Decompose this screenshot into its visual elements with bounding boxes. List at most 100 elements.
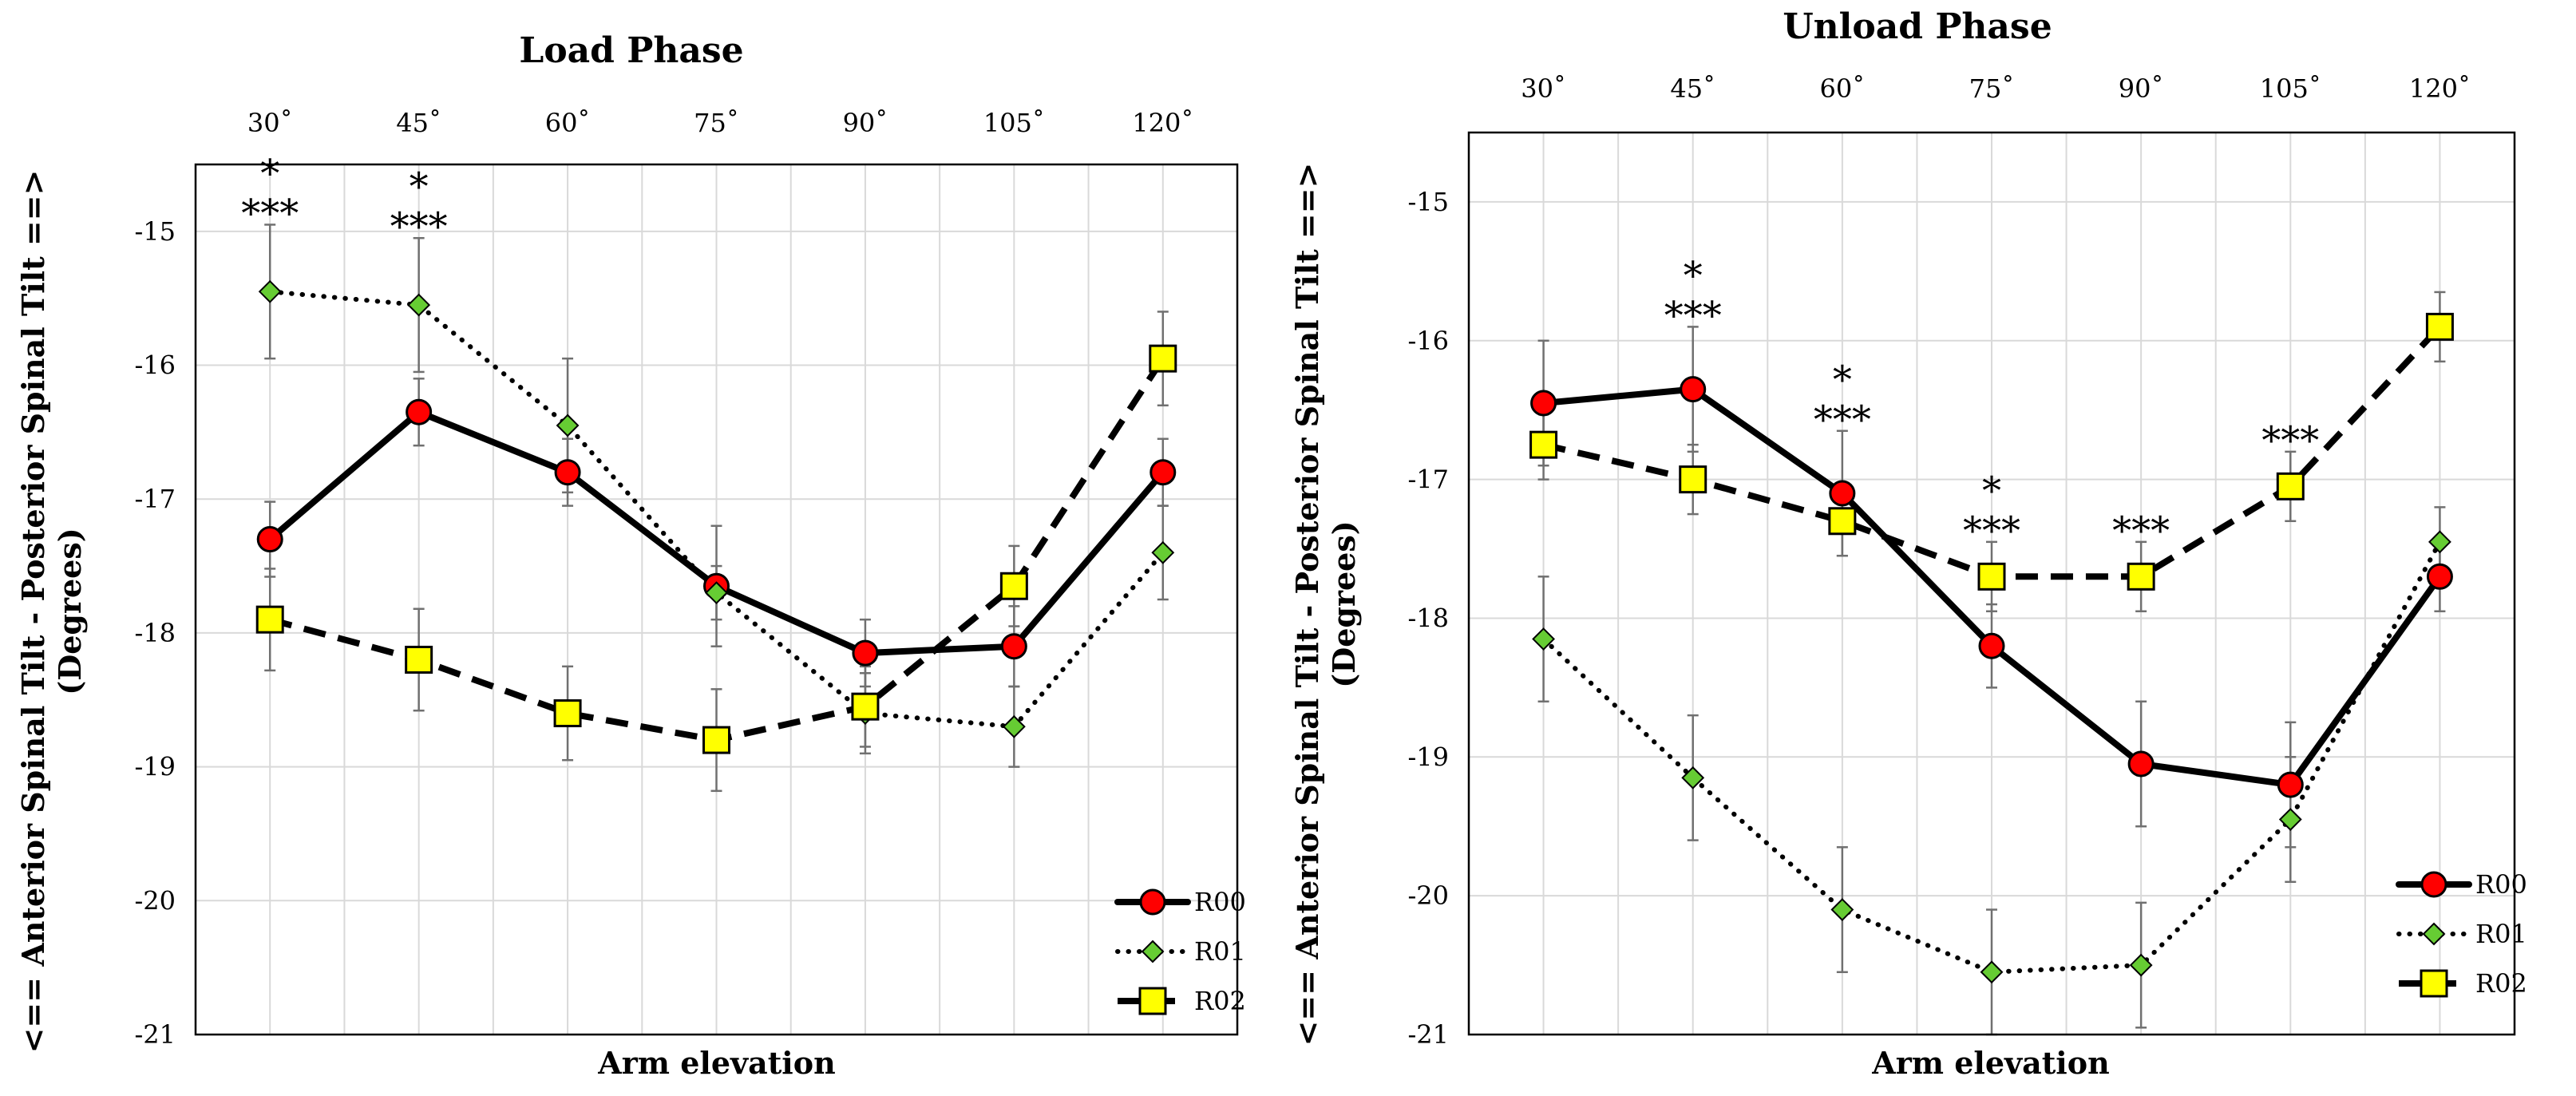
legend-label: R00 [2475, 869, 2527, 900]
significance-marker: * [1982, 469, 2001, 513]
data-point-r01 [1830, 898, 1854, 921]
data-point-r00 [1978, 632, 2005, 659]
x-tick-label: 75˚ [1969, 73, 2015, 104]
legend-label: R02 [2475, 968, 2527, 999]
legend-marker-r02 [1138, 987, 1167, 1015]
y-tick-label: -16 [134, 350, 176, 381]
y-tick-label: -16 [1407, 326, 1449, 356]
legend-label: R01 [2475, 919, 2527, 949]
data-point-r01 [1151, 540, 1175, 564]
data-point-r00 [2426, 563, 2453, 590]
significance-marker: *** [1814, 398, 1871, 442]
axis-ticks: -15 -16 -17 -18 -19 -20 -21 30˚ 45˚ 60˚ 75˚ 90˚ 105˚… [1407, 73, 2470, 1050]
series-markers [1529, 312, 2454, 984]
data-point-r01 [1002, 714, 1026, 738]
y-tick-label: -19 [134, 752, 176, 782]
data-point-r02 [999, 572, 1028, 600]
y-tick-label: -20 [1407, 880, 1449, 911]
chart-title: Load Phase [519, 30, 743, 71]
data-point-r01 [705, 581, 728, 605]
data-point-r01 [2129, 953, 2153, 977]
legend-label: R02 [1194, 986, 1246, 1016]
data-point-r01 [407, 293, 431, 317]
data-point-r02 [1828, 507, 1857, 536]
data-point-r01 [1980, 960, 2004, 984]
y-axis-label-line1: <== Anterior Spinal Tilt - Posterior Spi… [15, 170, 51, 1054]
data-point-r01 [2278, 808, 2302, 831]
chart-title: Unload Phase [1783, 6, 2052, 47]
significance-marker: *** [2261, 418, 2319, 463]
significance-marker: *** [1664, 293, 1722, 338]
y-tick-label: -15 [1407, 187, 1449, 217]
y-axis-label-line2: (Degrees) [52, 528, 88, 694]
data-point-r00 [852, 639, 879, 667]
x-tick-label: 45˚ [1670, 73, 1715, 104]
legend-marker-r00 [1139, 888, 1166, 916]
data-point-r00 [406, 398, 433, 425]
x-axis-label: Arm elevation [597, 1045, 835, 1081]
y-axis-label: <== Anterior Spinal Tilt - Posterior Spi… [1289, 163, 1362, 1047]
x-tick-label: 90˚ [843, 108, 888, 138]
y-tick-label: -18 [134, 618, 176, 648]
y-axis-label: <== Anterior Spinal Tilt - Posterior Spi… [15, 170, 88, 1054]
significance-marker: *** [241, 191, 299, 235]
unload-phase-chart: Unload Phase <== Anterior Spinal Tilt - … [1289, 6, 2527, 1081]
y-axis-label-line1: <== Anterior Spinal Tilt - Posterior Spi… [1289, 163, 1325, 1047]
data-point-r00 [2277, 771, 2304, 798]
x-tick-label: 30˚ [1521, 73, 1566, 104]
y-tick-label: -17 [1407, 465, 1449, 495]
x-tick-label: 60˚ [545, 108, 591, 138]
x-tick-label: 60˚ [1819, 73, 1865, 104]
x-tick-label: 30˚ [247, 108, 293, 138]
significance-annotations: ******** [241, 151, 447, 249]
y-tick-label: -17 [134, 484, 176, 514]
data-point-r00 [1000, 633, 1027, 660]
significance-marker: * [260, 151, 279, 196]
legend-label: R01 [1194, 936, 1246, 967]
data-point-r02 [702, 726, 730, 754]
legend: R00 R01 R02 [1114, 887, 1246, 1016]
x-axis-label: Arm elevation [1871, 1045, 2109, 1081]
axis-ticks: -15 -16 -17 -18 -19 -20 -21 30˚ 45˚ 60˚ 75˚ 90˚ 105˚… [134, 108, 1193, 1050]
data-point-r02 [1149, 344, 1177, 373]
data-point-r00 [1530, 390, 1557, 417]
data-point-r01 [1532, 627, 1555, 651]
plot-frame [1467, 131, 2516, 1036]
y-tick-label: -21 [134, 1019, 176, 1050]
data-point-r02 [553, 699, 582, 728]
significance-marker: * [1684, 253, 1703, 298]
data-point-r02 [2127, 562, 2155, 591]
x-tick-label: 120˚ [2409, 73, 2471, 104]
data-point-r00 [1150, 459, 1177, 486]
data-point-r00 [554, 459, 581, 486]
legend-marker-r01 [1141, 940, 1165, 963]
data-point-r00 [2127, 750, 2155, 777]
significance-annotations: ****************** [1664, 253, 2320, 552]
data-point-r01 [258, 279, 282, 303]
legend-marker-r02 [2420, 969, 2448, 998]
x-tick-label: 75˚ [694, 108, 739, 138]
data-point-r01 [1681, 766, 1705, 789]
x-tick-label: 45˚ [396, 108, 441, 138]
significance-marker: *** [2112, 508, 2170, 553]
legend-marker-r01 [2422, 922, 2446, 946]
data-point-r02 [851, 692, 880, 721]
legend: R00 R01 R02 [2396, 869, 2527, 999]
significance-marker: *** [1963, 508, 2020, 553]
data-point-r02 [2276, 472, 2305, 501]
x-tick-label: 120˚ [1132, 108, 1193, 138]
data-point-r02 [255, 605, 284, 634]
data-point-r02 [1529, 430, 1558, 459]
data-point-r01 [2428, 530, 2451, 554]
plot-frame [194, 163, 1239, 1036]
y-tick-label: -19 [1407, 742, 1449, 772]
y-tick-label: -18 [1407, 603, 1449, 633]
series-markers [255, 279, 1177, 754]
data-point-r00 [256, 526, 283, 553]
y-axis-label-line2: (Degrees) [1326, 520, 1362, 687]
significance-marker: * [1833, 358, 1852, 402]
data-point-r00 [1829, 480, 1856, 507]
x-tick-label: 105˚ [983, 108, 1045, 138]
legend-label: R00 [1194, 887, 1246, 917]
